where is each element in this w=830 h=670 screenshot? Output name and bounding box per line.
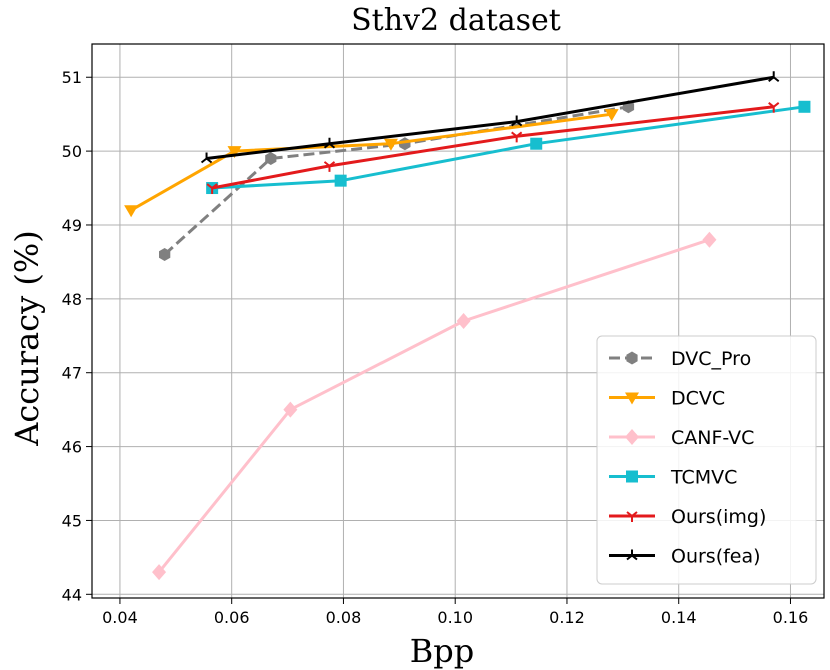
legend-marker-dcvc [625, 392, 639, 405]
data-point-ours-fea [323, 137, 336, 149]
legend-marker-ours-fea [626, 549, 638, 561]
legend-label-tcmvc: TCMVC [670, 467, 737, 489]
chart-title: Sthv2 dataset [351, 3, 561, 38]
y-tick-label: 45 [62, 511, 82, 530]
data-point-dcvc [383, 138, 398, 151]
series-ours-img [206, 102, 780, 195]
data-point-dvc-pro [159, 248, 171, 261]
y-tick-label: 44 [62, 585, 82, 604]
y-tick-label: 46 [62, 438, 82, 457]
legend-marker-tcmvc [626, 470, 638, 483]
data-point-tcmvc [798, 100, 811, 113]
grid [92, 44, 824, 598]
y-tick-label: 50 [62, 142, 82, 161]
legend-marker-dvc-pro [626, 351, 638, 365]
data-point-ours-img [768, 102, 780, 113]
series-dvc-pro [159, 100, 635, 261]
data-point-ours-fea [200, 152, 213, 164]
x-tick-label: 0.16 [773, 608, 809, 627]
data-point-dcvc [124, 205, 139, 218]
series-line-canf-vc [157, 238, 710, 574]
series-group [124, 71, 811, 581]
series-line-ours-fea [206, 75, 774, 160]
legend-label-dvc-pro: DVC_Pro [671, 348, 751, 370]
x-tick-label: 0.08 [326, 608, 362, 627]
x-tick-label: 0.14 [661, 608, 697, 627]
y-tick-label: 48 [62, 290, 82, 309]
data-point-ours-img [323, 161, 336, 172]
series-dcvc [124, 109, 619, 218]
legend-marker-canf-vc [625, 429, 639, 445]
data-point-ours-img [511, 131, 523, 143]
plot-frame [91, 43, 825, 599]
data-point-ours-img [206, 183, 218, 195]
data-point-dvc-pro [265, 152, 277, 165]
y-tick-label: 51 [62, 68, 82, 87]
series-canf-vc [152, 231, 717, 581]
data-point-ours-fea [768, 71, 780, 83]
data-point-canf-vc [283, 401, 298, 418]
y-tick-label: 47 [62, 364, 82, 383]
data-point-dcvc [227, 146, 242, 159]
data-point-canf-vc [152, 564, 167, 581]
data-point-tcmvc [334, 174, 347, 187]
series-ours-fea [200, 71, 780, 164]
legend-label-ours-fea: Ours(fea) [671, 546, 761, 568]
data-point-ours-fea [511, 115, 523, 127]
y-tick-label: 49 [62, 216, 82, 235]
series-line-dvc-pro [163, 105, 629, 256]
legend-label-canf-vc: CANF-VC [671, 427, 754, 449]
x-tick-label: 0.12 [549, 608, 585, 627]
x-tick-label: 0.04 [102, 608, 138, 627]
data-point-tcmvc [530, 137, 543, 150]
data-point-canf-vc [702, 231, 717, 248]
legend-marker-ours-img [626, 511, 638, 522]
x-tick-label: 0.10 [437, 608, 473, 627]
legend-label-ours-img: Ours(img) [671, 506, 766, 528]
x-axis-label: Bpp [410, 632, 474, 670]
data-point-canf-vc [456, 313, 471, 329]
series-line-dcvc [130, 112, 612, 212]
legend-label-dcvc: DCVC [671, 388, 725, 410]
y-axis-label: Accuracy (%) [8, 230, 46, 446]
legend: DVC_Pro DCVC CANF-VC TCMVC Ours(img) Ours(fea… [596, 335, 817, 585]
data-point-dcvc [604, 109, 619, 122]
x-tick-label: 0.06 [214, 608, 250, 627]
axis-ticks: 0.04 0.06 0.08 0.10 0.12 0.14 0.16 44 45 46 47 48 49… [62, 68, 809, 627]
series-line-ours-img [211, 105, 774, 190]
series-line-tcmvc [212, 105, 805, 190]
